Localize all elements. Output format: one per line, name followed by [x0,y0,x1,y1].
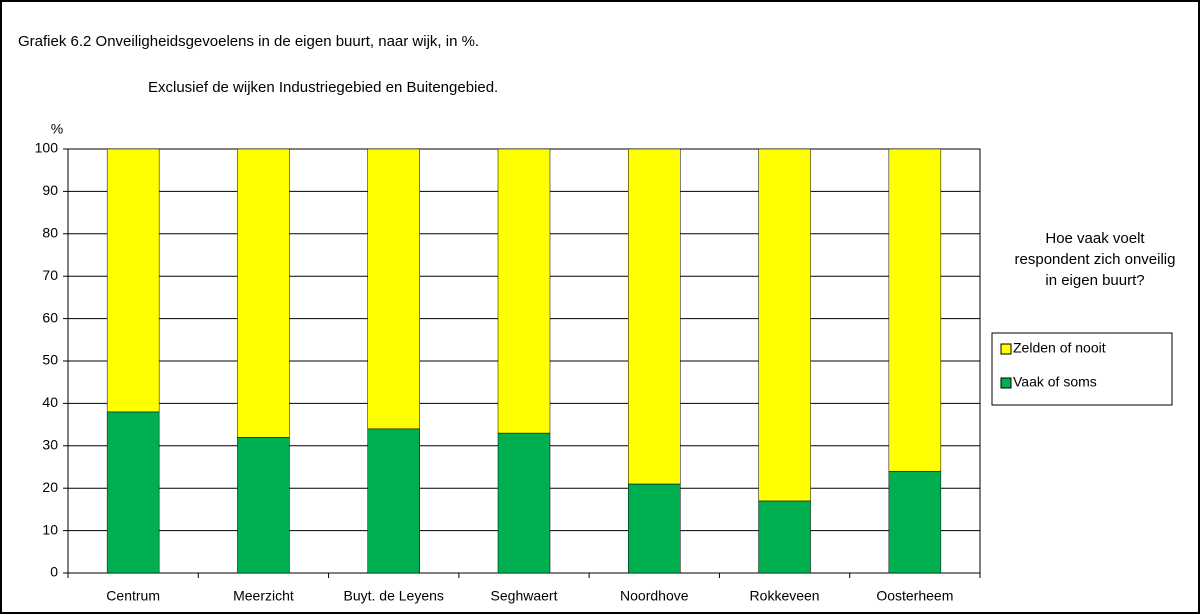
bar-segment [628,483,681,574]
x-tick-label: Buyt. de Leyens [344,588,444,604]
y-tick-label: 70 [42,267,58,283]
y-tick-label: 40 [42,394,58,410]
bar-segment [888,148,942,472]
y-tick-label: 0 [50,564,58,580]
legend-title: Hoe vaak voelt respondent zich onveilig … [1014,230,1176,289]
bar-segment [367,428,420,574]
y-tick-label: 30 [42,437,58,453]
x-tick-label: Rokkeveen [750,588,820,604]
legend-label: Zelden of nooit [1013,340,1106,356]
y-tick-label: 10 [42,521,58,537]
y-tick-label: 100 [35,140,59,156]
bar-segment [367,148,420,430]
x-tick-label: Noordhove [620,588,689,604]
y-tick-label: 60 [42,309,58,325]
x-tick-label: Meerzicht [233,588,294,604]
y-tick-label: 90 [42,182,58,198]
x-tick-label: Centrum [106,588,160,604]
bar-segment [497,432,551,574]
bar-segment [888,470,942,574]
bar-segment [237,148,290,438]
y-tick-label: 80 [42,225,58,241]
bar-segment [106,411,160,574]
bar-segment [497,148,551,434]
legend-box [991,332,1173,406]
chart-subtitle: Exclusief de wijken Industriegebied en B… [148,79,498,96]
bar-segment [106,148,160,413]
legend-swatch [1000,377,1012,389]
bar-segment [758,148,811,502]
chart-title: Grafiek 6.2 Onveiligheidsgevoelens in de… [18,33,479,50]
y-axis-label: % [51,121,63,137]
y-tick-label: 20 [42,479,58,495]
x-tick-label: Oosterheem [876,588,953,604]
x-tick-label: Seghwaert [491,588,558,604]
legend-label: Vaak of soms [1013,374,1097,390]
bar-segment [758,500,811,574]
y-tick-label: 50 [42,352,58,368]
bar-segment [628,148,681,485]
bar-segment [237,437,290,574]
legend-swatch [1000,343,1012,355]
